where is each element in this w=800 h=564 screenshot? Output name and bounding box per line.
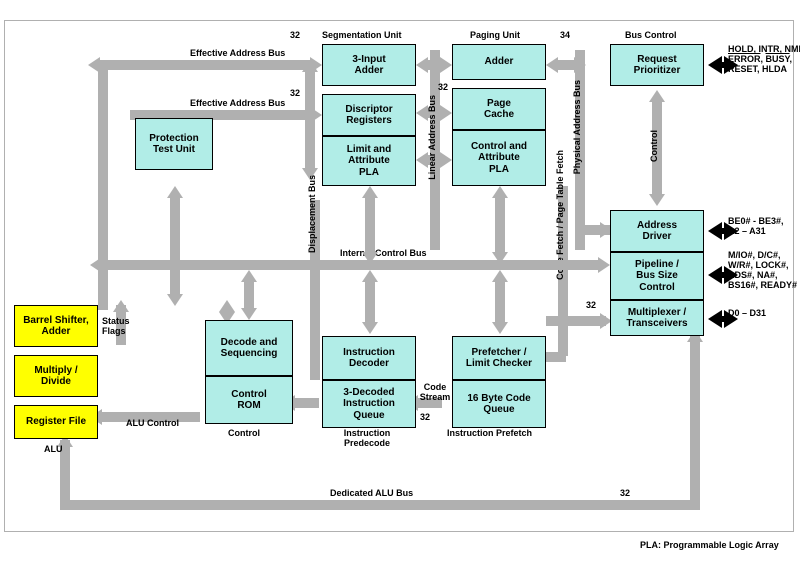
alu-multiply-divide: Multiply /Divide xyxy=(14,355,98,397)
paging-adder: Adder xyxy=(452,44,546,80)
control-rom: ControlROM xyxy=(205,376,293,424)
alu-barrel-shifter: Barrel Shifter,Adder xyxy=(14,305,98,347)
seg-3input-adder: 3-InputAdder xyxy=(322,44,416,86)
seg-descriptor-regs: DiscriptorRegisters xyxy=(322,94,416,136)
address-driver: AddressDriver xyxy=(610,210,704,252)
decoded-instr-queue: 3-DecodedInstructionQueue xyxy=(322,380,416,428)
seg-limit-pla: Limit andAttributePLA xyxy=(322,136,416,186)
decode-sequencing: Decode andSequencing xyxy=(205,320,293,376)
alu-register-file: Register File xyxy=(14,405,98,439)
mux-transceivers: Multiplexer /Transceivers xyxy=(610,300,704,336)
prefetcher-limit-checker: Prefetcher /Limit Checker xyxy=(452,336,546,380)
paging-ctrl-pla: Control andAttributePLA xyxy=(452,130,546,186)
protection-test-unit: ProtectionTest Unit xyxy=(135,118,213,170)
pipeline-bus-size: Pipeline /Bus SizeControl xyxy=(610,252,704,300)
page-cache: PageCache xyxy=(452,88,546,130)
code-queue-16byte: 16 Byte CodeQueue xyxy=(452,380,546,428)
request-prioritizer: RequestPrioritizer xyxy=(610,44,704,86)
diagram-stage: Effective Address Bus32Effective Address… xyxy=(0,0,800,564)
instruction-decoder: InstructionDecoder xyxy=(322,336,416,380)
